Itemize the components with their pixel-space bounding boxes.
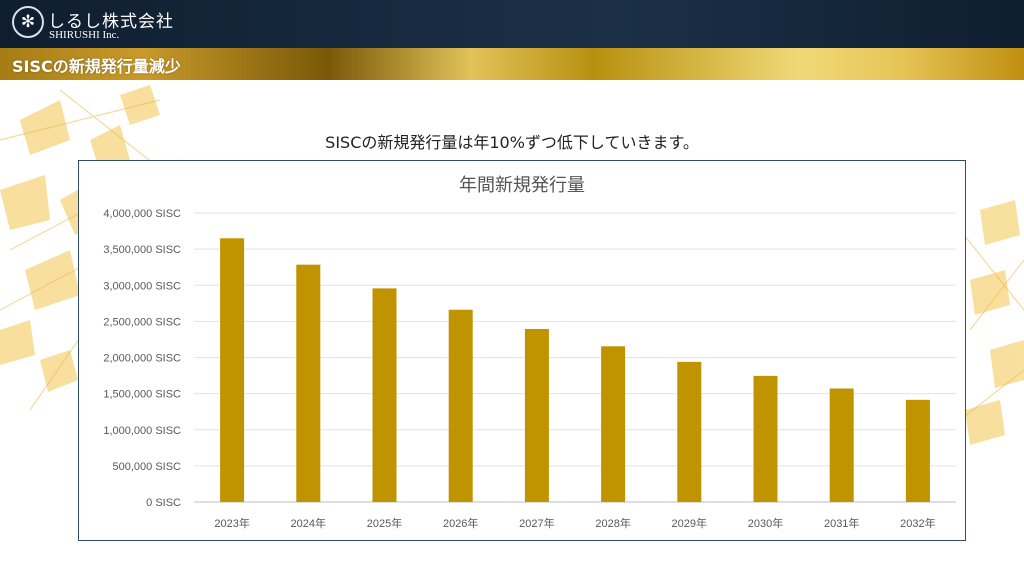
y-tick-label: 0 SISC	[146, 497, 181, 509]
gridlines	[194, 212, 956, 503]
y-tick-label: 2,000,000 SISC	[103, 353, 181, 365]
y-tick-label: 3,000,000 SISC	[103, 280, 181, 292]
bar-2032年	[905, 399, 930, 502]
bar-2023年	[220, 238, 245, 502]
bars	[220, 238, 930, 502]
x-tick-label: 2032年	[900, 516, 935, 530]
y-tick-label: 1,500,000 SISC	[103, 389, 181, 401]
y-tick-label: 2,500,000 SISC	[103, 316, 181, 328]
company-name: しるし株式会社	[48, 12, 174, 32]
bar-2028年	[601, 346, 626, 502]
x-tick-label: 2030年	[748, 516, 783, 530]
x-tick-label: 2026年	[443, 516, 478, 530]
x-tick-label: 2023年	[214, 516, 249, 530]
header-bar: ✻ しるし株式会社 SHIRUSHI Inc.	[0, 0, 1024, 48]
bar-2029年	[677, 361, 702, 502]
x-tick-label: 2031年	[824, 516, 859, 530]
x-axis-labels: 2023年 2024年 2025年 2026年 2027年 2028年 2029年 2030年…	[214, 516, 935, 530]
gold-decoration-right	[960, 200, 1024, 445]
company-name-en: SHIRUSHI Inc.	[49, 29, 120, 41]
x-tick-label: 2027年	[519, 516, 554, 530]
bar-2024年	[296, 264, 321, 502]
y-tick-label: 1,000,000 SISC	[103, 425, 181, 437]
bar-2027年	[524, 328, 549, 502]
x-tick-label: 2025年	[367, 516, 402, 530]
slide-title-bar: SISCの新規発行量減少	[0, 48, 1024, 80]
slide-title: SISCの新規発行量減少	[12, 57, 181, 76]
slide-subtitle: SISCの新規発行量は年10%ずつ低下していきます。	[325, 133, 699, 152]
y-axis-labels: 0 SISC 500,000 SISC 1,000,000 SISC 1,500,00…	[103, 208, 181, 509]
bar-chart: 年間新規発行量 0 SISC 500,000 SISC 1,000,000 SISC…	[103, 175, 956, 530]
x-tick-label: 2028年	[595, 516, 630, 530]
chart-title: 年間新規発行量	[459, 175, 585, 196]
company-logo-icon: ✻	[12, 6, 44, 38]
y-tick-label: 3,500,000 SISC	[103, 244, 181, 256]
y-tick-label: 500,000 SISC	[113, 461, 182, 473]
chart-container: 年間新規発行量 0 SISC 500,000 SISC 1,000,000 SISC…	[78, 160, 966, 541]
x-tick-label: 2024年	[291, 516, 326, 530]
bar-2030年	[753, 375, 778, 502]
bar-2031年	[829, 388, 854, 502]
bar-2025年	[372, 288, 397, 502]
x-tick-label: 2029年	[672, 516, 707, 530]
y-tick-label: 4,000,000 SISC	[103, 208, 181, 220]
bar-2026年	[448, 309, 473, 502]
